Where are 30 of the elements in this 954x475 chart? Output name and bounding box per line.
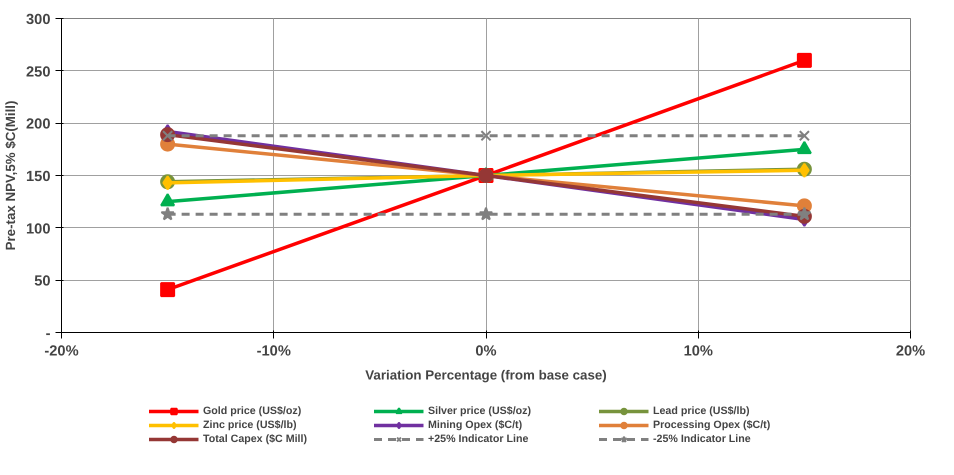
legend-label: Lead price (US$/lb)	[653, 405, 751, 417]
point	[478, 206, 494, 220]
legend-label: -25% Indicator Line	[653, 433, 752, 445]
legend-label: Mining Opex ($C/t)	[428, 419, 524, 431]
x-tick-label: -10%	[256, 344, 291, 360]
y-axis-title: Pre-tax NPV,5% $C(Mill)	[3, 100, 18, 250]
legend-label: Total Capex ($C Mill)	[203, 433, 308, 445]
y-tick-label: 150	[26, 169, 51, 185]
x-tick-label: -20%	[44, 344, 79, 360]
y-tick-label: 100	[26, 221, 51, 238]
y-tick-label: 250	[26, 64, 51, 80]
x-axis-title: Variation Percentage (from base case)	[365, 368, 607, 382]
point	[796, 52, 812, 68]
legend-label: Zinc price (US$/lb)	[203, 419, 298, 431]
x-tick-label: 0%	[475, 344, 497, 360]
y-tick-label: 50	[34, 274, 51, 290]
legend-label: Processing Opex ($C/t)	[653, 419, 772, 431]
point	[160, 282, 176, 298]
y-tick-label: 200	[26, 116, 51, 133]
x-tick-label: 20%	[896, 344, 926, 360]
legend-label: Silver price (US$/oz)	[428, 405, 532, 417]
point	[480, 130, 492, 142]
point	[797, 206, 812, 220]
y-tick-label: 300	[26, 12, 51, 28]
legend-label: Gold price (US$/oz)	[203, 405, 302, 417]
point	[798, 130, 810, 142]
x-tick-label: 10%	[684, 344, 713, 360]
y-tick-label: -	[46, 326, 51, 342]
point	[160, 206, 175, 220]
legend-label: +25% Indicator Line	[428, 433, 530, 445]
